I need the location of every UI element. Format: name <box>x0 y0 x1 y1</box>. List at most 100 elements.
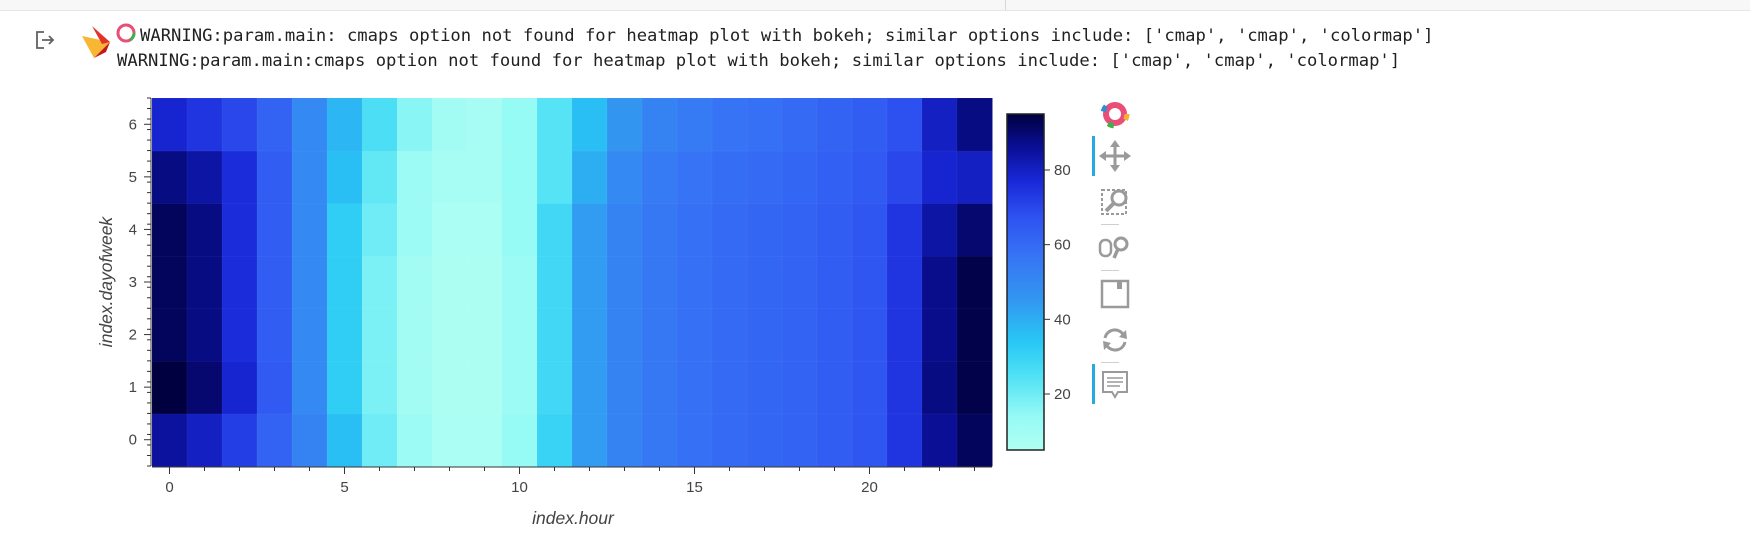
heatmap-cell <box>851 255 888 310</box>
heatmap-cell <box>711 255 748 310</box>
box-zoom-icon <box>1101 189 1128 215</box>
notebook-top-bar <box>0 0 1750 11</box>
heatmap-cell <box>396 97 433 152</box>
colorbar: 20 40 60 80 <box>1006 113 1071 451</box>
x-tick-label: 20 <box>861 479 878 496</box>
heatmap-cell <box>606 413 643 467</box>
heatmap-cell <box>816 413 853 467</box>
heatmap-cell <box>291 255 328 310</box>
heatmap-cell <box>536 150 573 204</box>
heatmap-cell <box>886 255 923 310</box>
heatmap-cell <box>256 202 293 257</box>
heatmap-cell <box>571 308 608 362</box>
heatmap-cell <box>711 360 748 415</box>
heatmap-cell <box>641 413 678 467</box>
x-tick-label: 0 <box>165 479 173 496</box>
heatmap-cell <box>956 413 993 467</box>
save-tool[interactable] <box>1090 274 1140 314</box>
heatmap-cell <box>501 97 538 152</box>
heatmap-cell <box>466 97 503 152</box>
x-tick-label: 5 <box>340 479 348 496</box>
heatmap-cell <box>641 150 678 204</box>
pan-tool[interactable] <box>1090 136 1140 176</box>
heatmap-cell <box>816 255 853 310</box>
heatmap-cell <box>396 150 433 204</box>
heatmap-cell <box>221 360 258 415</box>
heatmap-cell <box>291 202 328 257</box>
heatmap-cell <box>606 97 643 152</box>
y-tick-label: 0 <box>129 432 137 449</box>
box-zoom-tool[interactable] <box>1090 182 1140 225</box>
output-toggle-icon[interactable] <box>33 27 57 55</box>
heatmap-cell <box>851 360 888 415</box>
pan-icon <box>1099 140 1131 172</box>
save-icon <box>1100 279 1130 309</box>
heatmap-cell <box>676 150 713 204</box>
heatmap-cell <box>326 202 363 257</box>
heatmap-cell <box>781 360 818 415</box>
heatmap-cell <box>431 308 468 362</box>
reset-tool[interactable] <box>1090 320 1140 363</box>
heatmap-cell <box>851 413 888 467</box>
heatmap-cell <box>851 308 888 362</box>
heatmap-cell <box>221 97 258 152</box>
heatmap-cell <box>641 202 678 257</box>
heatmap-cell <box>851 97 888 152</box>
heatmap-cell <box>746 150 783 204</box>
y-tick-label: 2 <box>129 327 137 344</box>
heatmap-cell <box>571 413 608 467</box>
heatmap-cell <box>431 360 468 415</box>
heatmap-cell <box>361 150 398 204</box>
heatmap-cell <box>256 255 293 310</box>
heatmap-cell <box>571 97 608 152</box>
heatmap-cell <box>886 308 923 362</box>
heatmap-cell <box>886 202 923 257</box>
heatmap-cell <box>606 202 643 257</box>
heatmap-cell <box>361 97 398 152</box>
heatmap-cell <box>431 413 468 467</box>
heatmap-cell <box>291 360 328 415</box>
heatmap-cell <box>326 413 363 467</box>
heatmap-cell <box>956 308 993 362</box>
bokeh-logo[interactable] <box>1090 94 1140 134</box>
heatmap-cell <box>361 360 398 415</box>
heatmap-cell <box>361 202 398 257</box>
colorbar-tick-label: 20 <box>1054 386 1071 403</box>
heatmap-cell <box>326 308 363 362</box>
heatmap-cell <box>151 360 188 415</box>
heatmap-cells <box>151 97 993 467</box>
heatmap-cell <box>361 308 398 362</box>
heatmap-cell <box>676 308 713 362</box>
heatmap-cell <box>326 150 363 204</box>
heatmap-cell <box>221 255 258 310</box>
heatmap-cell <box>606 150 643 204</box>
heatmap-cell <box>921 308 958 362</box>
heatmap-cell <box>781 97 818 152</box>
heatmap-cell <box>221 150 258 204</box>
heatmap-cell <box>956 255 993 310</box>
hover-tool[interactable] <box>1090 364 1140 404</box>
heatmap-cell <box>711 202 748 257</box>
wheel-zoom-tool[interactable] <box>1090 228 1140 271</box>
heatmap-cell <box>326 255 363 310</box>
heatmap-cell <box>186 255 223 310</box>
x-tick-label: 15 <box>686 479 703 496</box>
heatmap-cell <box>746 360 783 415</box>
colorbar-tick-label: 60 <box>1054 237 1071 254</box>
heatmap-cell <box>781 202 818 257</box>
heatmap-cell <box>326 360 363 415</box>
heatmap-cell <box>291 150 328 204</box>
active-indicator <box>1092 136 1095 176</box>
heatmap-cell <box>641 360 678 415</box>
heatmap-cell <box>606 308 643 362</box>
warning-line-2: WARNING:param.main:cmaps option not foun… <box>117 51 1401 71</box>
heatmap-cell <box>256 360 293 415</box>
heatmap-cell <box>956 360 993 415</box>
y-tick-label: 1 <box>129 379 137 396</box>
heatmap-cell <box>711 413 748 467</box>
heatmap-cell <box>396 255 433 310</box>
heatmap-cell <box>186 413 223 467</box>
plot-toolbar <box>1090 94 1140 414</box>
warning-line-1: WARNING:param.main: cmaps option not fou… <box>140 26 1434 46</box>
reset-icon <box>1103 328 1127 352</box>
